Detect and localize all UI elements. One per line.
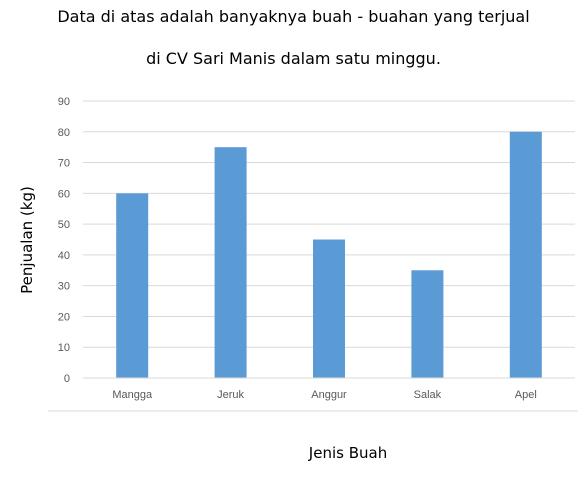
bar-anggur <box>313 239 345 378</box>
y-tick-label: 90 <box>58 96 70 108</box>
y-tick-label: 80 <box>58 127 70 139</box>
x-tick-label: Mangga <box>112 389 153 401</box>
x-tick-label: Apel <box>515 389 537 401</box>
y-tick-label: 10 <box>58 342 70 354</box>
bars <box>116 131 542 378</box>
y-tick-label: 70 <box>58 158 70 170</box>
y-tick-label: 50 <box>58 219 70 231</box>
bar-jeruk <box>214 147 247 378</box>
x-tick-label: Anggur <box>311 389 347 401</box>
bar-mangga <box>116 193 149 378</box>
bar-salak <box>411 270 444 378</box>
x-tick-label: Jeruk <box>217 389 244 401</box>
y-tick-label: 0 <box>64 373 70 385</box>
x-tick-label: Salak <box>414 389 442 401</box>
y-tick-label: 40 <box>58 250 70 262</box>
x-axis-ticks: Mangga Jeruk Anggur Salak Apel <box>112 389 536 401</box>
bar-apel <box>509 131 542 378</box>
gridlines <box>83 100 575 348</box>
caption-line-1: Data di atas adalah banyaknya buah - bua… <box>57 7 530 26</box>
y-tick-label: 20 <box>58 311 70 323</box>
y-tick-label: 60 <box>58 188 70 200</box>
x-axis-title: Jenis Buah <box>308 444 387 462</box>
y-axis-title: Penjualan (kg) <box>18 186 36 294</box>
y-tick-label: 30 <box>58 281 70 293</box>
caption-line-2: di CV Sari Manis dalam satu minggu. <box>146 49 441 68</box>
y-axis-ticks: 0 10 20 30 40 50 60 70 80 90 <box>58 96 70 385</box>
